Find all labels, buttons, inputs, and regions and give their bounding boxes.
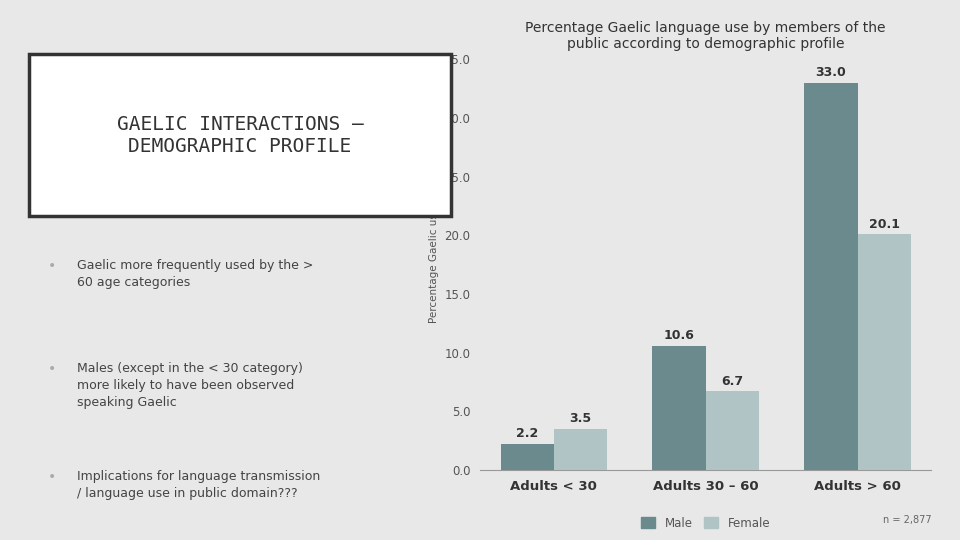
Text: Males (except in the < 30 category)
more likely to have been observed
speaking G: Males (except in the < 30 category) more… [77, 362, 302, 409]
Legend: Male, Female: Male, Female [640, 517, 771, 530]
Text: 2.2: 2.2 [516, 428, 539, 441]
Text: •: • [48, 470, 57, 484]
Text: 33.0: 33.0 [816, 66, 847, 79]
Bar [706, 392, 758, 470]
Text: •: • [48, 362, 57, 376]
Text: GAELIC INTERACTIONS –
DEMOGRAPHIC PROFILE: GAELIC INTERACTIONS – DEMOGRAPHIC PROFIL… [116, 114, 364, 156]
Text: 6.7: 6.7 [721, 375, 743, 388]
Text: 3.5: 3.5 [569, 412, 591, 425]
Bar [554, 429, 607, 470]
Text: Implications for language transmission
/ language use in public domain???: Implications for language transmission /… [77, 470, 320, 500]
Bar [653, 346, 706, 470]
Text: 20.1: 20.1 [869, 218, 900, 231]
Y-axis label: Percentage Gaelic use: Percentage Gaelic use [429, 206, 439, 323]
Bar [500, 444, 554, 470]
Text: Gaelic more frequently used by the >
60 age categories: Gaelic more frequently used by the > 60 … [77, 259, 313, 289]
Bar [857, 234, 911, 470]
Text: n = 2,877: n = 2,877 [882, 515, 931, 525]
Text: 10.6: 10.6 [663, 329, 694, 342]
Title: Percentage Gaelic language use by members of the
public according to demographic: Percentage Gaelic language use by member… [525, 21, 886, 51]
Text: •: • [48, 259, 57, 273]
Bar [804, 83, 857, 470]
